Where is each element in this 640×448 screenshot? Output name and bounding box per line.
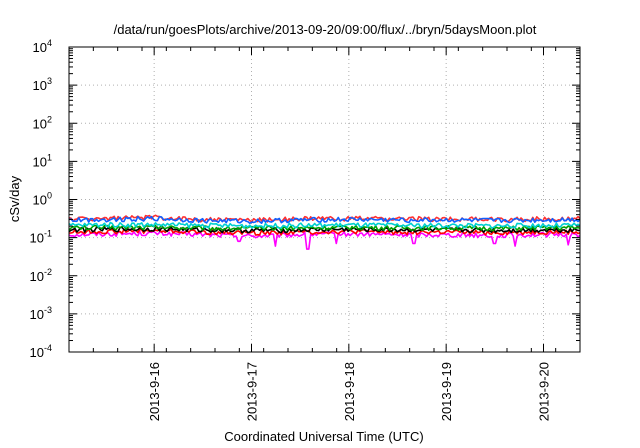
series-line [68, 214, 581, 223]
y-tick-label: 10-1 [30, 229, 52, 246]
y-tick-label: 10-4 [30, 343, 52, 360]
y-tick-label: 102 [33, 114, 52, 131]
y-axis-label: cSv/day [7, 175, 22, 222]
y-tick-label: 104 [33, 38, 52, 55]
y-axis: 104 103 102 101 100 10-1 10-2 10-3 10-4 [30, 38, 580, 360]
x-axis-label: Coordinated Universal Time (UTC) [224, 429, 423, 444]
series-line [68, 230, 581, 250]
series-line [68, 221, 581, 229]
x-axis: 2013-9-16 2013-9-17 2013-9-18 2013-9-19 2013… [68, 47, 581, 421]
x-tick-label: 2013-9-20 [537, 362, 552, 421]
x-tick-label: 2013-9-18 [342, 362, 357, 421]
series-line [68, 215, 581, 225]
x-tick-label: 2013-9-19 [439, 362, 454, 421]
y-tick-label: 103 [33, 76, 52, 93]
y-tick-label: 10-2 [30, 267, 52, 284]
y-tick-label: 100 [33, 191, 52, 208]
series-group [68, 214, 581, 250]
chart-title: /data/run/goesPlots/archive/2013-09-20/0… [114, 22, 537, 37]
grid [69, 47, 580, 352]
y-tick-label: 101 [33, 152, 52, 169]
y-tick-label: 10-3 [30, 305, 52, 322]
x-tick-label: 2013-9-16 [147, 362, 162, 421]
x-tick-label: 2013-9-17 [245, 362, 260, 421]
series-line [68, 226, 580, 234]
